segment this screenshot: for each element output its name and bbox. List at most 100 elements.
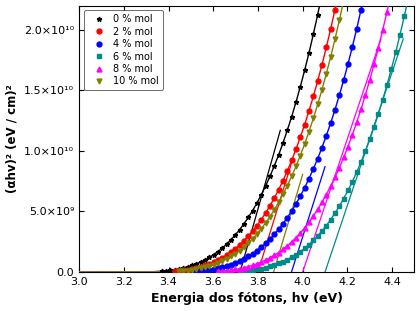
6 % mol [389,67,394,71]
8 % mol [384,10,389,13]
10 % mol [176,269,181,273]
8 % mol [346,145,351,148]
6 % mol [311,239,316,242]
6 % mol [289,255,294,259]
8 % mol [250,263,255,267]
6 % mol [272,263,277,267]
8 % mol [320,201,325,204]
6 % mol [237,269,242,273]
8 % mol [350,133,355,137]
8 % mol [324,193,329,197]
8 % mol [302,226,307,230]
6 % mol [246,269,251,272]
8 % mol [328,184,333,188]
6 % mol [354,170,359,174]
8 % mol [315,208,320,211]
8 % mol [341,156,346,159]
8 % mol [333,175,338,179]
8 % mol [359,107,364,111]
8 % mol [372,63,377,66]
8 % mol [363,93,368,97]
8 % mol [272,253,277,257]
8 % mol [237,267,242,271]
0 % mol [220,246,225,250]
Line: 6 % mol: 6 % mol [237,0,420,274]
6 % mol [397,33,402,36]
6 % mol [350,180,355,183]
8 % mol [276,251,281,254]
Line: 0 % mol: 0 % mol [159,0,420,274]
4 % mol [324,134,329,137]
8 % mol [228,268,234,272]
8 % mol [241,266,247,270]
8 % mol [263,258,268,262]
6 % mol [250,268,255,272]
6 % mol [255,267,260,271]
6 % mol [259,267,264,271]
8 % mol [367,78,372,82]
8 % mol [376,46,381,50]
8 % mol [380,28,385,32]
6 % mol [328,218,333,221]
6 % mol [333,211,338,215]
8 % mol [311,214,316,218]
8 % mol [285,244,290,248]
0 % mol [315,13,320,17]
0 % mol [298,85,303,89]
6 % mol [320,229,325,233]
6 % mol [367,137,372,141]
6 % mol [285,258,290,262]
6 % mol [363,149,368,153]
6 % mol [359,160,364,164]
0 % mol [250,209,255,212]
6 % mol [268,265,273,268]
6 % mol [298,250,303,253]
6 % mol [276,262,281,265]
Line: 10 % mol: 10 % mol [176,0,420,274]
8 % mol [337,166,342,169]
Line: 8 % mol: 8 % mol [215,0,420,274]
8 % mol [246,265,251,268]
10 % mol [189,268,194,272]
8 % mol [224,269,229,272]
8 % mol [281,248,286,251]
6 % mol [384,83,389,87]
6 % mol [380,98,385,102]
6 % mol [341,197,346,200]
10 % mol [341,0,346,2]
6 % mol [324,224,329,227]
8 % mol [298,231,303,235]
X-axis label: Energia dos fótons, hv (eV): Energia dos fótons, hv (eV) [151,292,343,305]
6 % mol [307,243,312,246]
8 % mol [259,260,264,264]
4 % mol [337,93,342,97]
6 % mol [337,204,342,208]
Legend: 0 % mol, 2 % mol, 4 % mol, 6 % mol, 8 % mol, 10 % mol: 0 % mol, 2 % mol, 4 % mol, 6 % mol, 8 % … [84,10,163,91]
6 % mol [346,188,351,192]
Line: 4 % mol: 4 % mol [194,0,420,274]
2 % mol [233,247,238,250]
6 % mol [241,269,247,273]
6 % mol [281,260,286,263]
10 % mol [185,269,190,272]
4 % mol [328,121,333,125]
2 % mol [228,250,234,254]
8 % mol [215,269,220,273]
6 % mol [402,14,407,18]
0 % mol [211,253,216,257]
6 % mol [294,253,299,257]
8 % mol [289,240,294,244]
0 % mol [159,269,164,273]
6 % mol [315,234,320,238]
6 % mol [376,112,381,116]
Y-axis label: (αhv)² (eV / cm)²: (αhv)² (eV / cm)² [5,84,18,193]
8 % mol [307,220,312,224]
8 % mol [268,256,273,260]
8 % mol [255,262,260,266]
10 % mol [241,245,247,249]
8 % mol [294,236,299,239]
6 % mol [302,246,307,250]
8 % mol [220,269,225,273]
8 % mol [233,267,238,271]
8 % mol [354,121,359,124]
